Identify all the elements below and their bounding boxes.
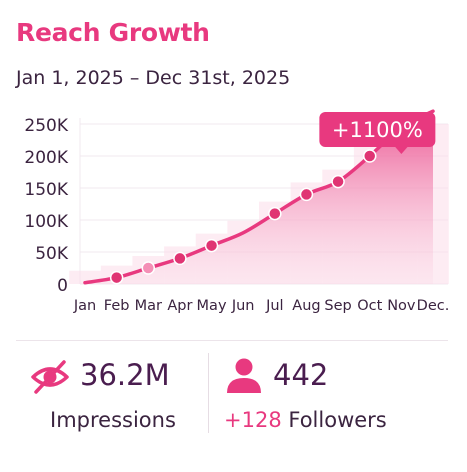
data-point-marker [362,149,377,163]
card-title: Reach Growth [16,18,210,47]
data-point-marker [204,238,219,253]
x-tick-label: Dec. [417,298,450,314]
data-point-marker [299,187,314,202]
x-tick-label: Nov [387,298,416,314]
x-tick-label: Jun [231,298,255,314]
y-tick-label: 200K [24,148,68,168]
followers-change: +128 [224,408,282,432]
growth-callout-badge [319,112,436,147]
callout-pointer [394,146,409,154]
x-tick-label: Oct [357,298,382,314]
y-tick-label: 100K [24,212,68,232]
user-icon [227,358,261,393]
data-point-marker [109,270,124,285]
y-tick-label: 250K [24,116,68,136]
x-tick-label: Jan [73,298,96,314]
x-tick-label: Jul [265,298,284,314]
impressions-value: 36.2M [80,358,170,392]
stats-separator [208,353,209,433]
y-tick-label: 150K [24,180,68,200]
data-point-marker [173,251,187,266]
date-range: Jan 1, 2025 – Dec 31st, 2025 [16,67,291,89]
growth-callout-text: +1100% [332,118,423,142]
x-tick-label: Sep [324,298,351,314]
data-point-marker [268,206,282,221]
followers-value: 442 [273,358,329,392]
data-point-marker [331,174,345,189]
y-tick-label: 50K [35,244,69,264]
x-tick-label: Apr [167,298,192,314]
data-point-marker [141,261,156,275]
x-tick-label: Feb [104,298,130,314]
x-tick-label: Aug [292,298,320,314]
followers-label-line: +128 Followers [224,408,387,432]
x-tick-label: May [197,298,227,314]
stats-divider [16,340,448,341]
x-tick-label: Mar [135,298,162,314]
followers-label: Followers [288,408,387,432]
impressions-label: Impressions [50,408,176,432]
eye-icon [31,360,69,394]
reach-chart: 0 50K 100K 150K 200K 250K Jan Feb Mar Apr May Jun J… [24,109,450,314]
y-tick-label: 0 [57,276,68,296]
area-fill [85,111,433,284]
